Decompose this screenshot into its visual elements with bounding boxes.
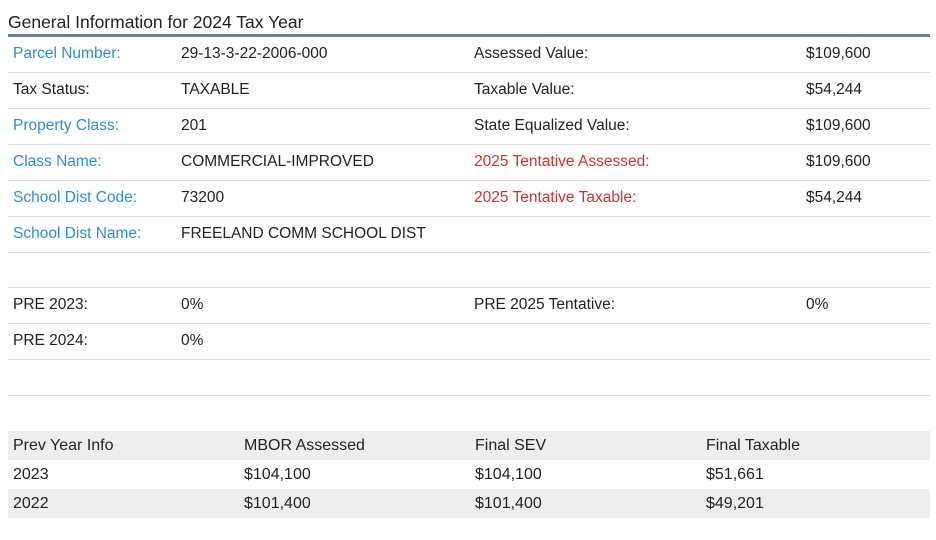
school-dist-name-link[interactable]: School Dist Name: (13, 225, 142, 242)
prev-year-info-header: Prev Year Info (13, 437, 114, 454)
parcel-number-value: 29-13-3-22-2006-000 (181, 45, 328, 62)
property-class-value: 201 (181, 117, 207, 134)
class-name-value: COMMERCIAL-IMPROVED (181, 153, 374, 170)
final-taxable-cell: $51,661 (706, 466, 764, 483)
tentative-taxable-label: 2025 Tentative Taxable: (474, 189, 637, 206)
mbor-assessed-cell: $101,400 (244, 495, 311, 512)
assessed-value-value: $109,600 (806, 45, 871, 62)
school-dist-name-value: FREELAND COMM SCHOOL DIST (181, 225, 426, 242)
class-name-link[interactable]: Class Name: (13, 153, 102, 170)
year-cell: 2023 (13, 466, 49, 483)
info-table: Parcel Number: 29-13-3-22-2006-000 Asses… (8, 37, 930, 396)
mbor-assessed-header: MBOR Assessed (244, 437, 365, 454)
tax-status-value: TAXABLE (181, 81, 250, 98)
assessed-value-label: Assessed Value: (474, 45, 589, 62)
tentative-assessed-value: $109,600 (806, 153, 871, 170)
property-class-link[interactable]: Property Class: (13, 117, 119, 134)
pre-2023-label: PRE 2023: (13, 296, 88, 313)
info-row-property-class: Property Class: 201 State Equalized Valu… (8, 109, 930, 145)
sev-value: $109,600 (806, 117, 871, 134)
tax-status-label: Tax Status: (13, 81, 90, 98)
tentative-assessed-label: 2025 Tentative Assessed: (474, 153, 650, 170)
info-row-class-name: Class Name: COMMERCIAL-IMPROVED 2025 Ten… (8, 145, 930, 181)
general-info-panel: General Information for 2024 Tax Year Pa… (8, 0, 930, 518)
pre-row-2024: PRE 2024: 0% (8, 324, 930, 360)
parcel-number-link[interactable]: Parcel Number: (13, 45, 121, 62)
info-row-tax-status: Tax Status: TAXABLE Taxable Value: $54,2… (8, 73, 930, 109)
table-row: 2022 $101,400 $101,400 $49,201 (8, 489, 930, 518)
prev-year-header-row: Prev Year Info MBOR Assessed Final SEV F… (8, 431, 930, 460)
final-sev-cell: $101,400 (475, 495, 542, 512)
row-divider (8, 253, 930, 288)
tentative-taxable-value: $54,244 (806, 189, 863, 206)
taxable-value-label: Taxable Value: (474, 81, 575, 98)
info-row-school-name: School Dist Name: FREELAND COMM SCHOOL D… (8, 217, 930, 253)
table-row: 2023 $104,100 $104,100 $51,661 (8, 460, 930, 489)
taxable-value-value: $54,244 (806, 81, 863, 98)
pre-2023-value: 0% (181, 296, 204, 313)
pre-2025-tentative-label: PRE 2025 Tentative: (474, 296, 616, 313)
row-divider (8, 360, 930, 396)
info-row-parcel: Parcel Number: 29-13-3-22-2006-000 Asses… (8, 37, 930, 73)
pre-2024-label: PRE 2024: (13, 332, 88, 349)
final-taxable-header: Final Taxable (706, 437, 800, 454)
pre-row-2023: PRE 2023: 0% PRE 2025 Tentative: 0% (8, 288, 930, 324)
final-taxable-cell: $49,201 (706, 495, 764, 512)
final-sev-header: Final SEV (475, 437, 547, 454)
final-sev-cell: $104,100 (475, 466, 542, 483)
prev-year-table: Prev Year Info MBOR Assessed Final SEV F… (8, 431, 930, 518)
section-title: General Information for 2024 Tax Year (8, 0, 930, 37)
school-dist-code-value: 73200 (181, 189, 225, 206)
pre-2024-value: 0% (181, 332, 204, 349)
mbor-assessed-cell: $104,100 (244, 466, 311, 483)
sev-label: State Equalized Value: (474, 117, 630, 134)
pre-2025-tentative-value: 0% (806, 296, 829, 313)
year-cell: 2022 (13, 495, 49, 512)
school-dist-code-link[interactable]: School Dist Code: (13, 189, 138, 206)
info-row-school-code: School Dist Code: 73200 2025 Tentative T… (8, 181, 930, 217)
